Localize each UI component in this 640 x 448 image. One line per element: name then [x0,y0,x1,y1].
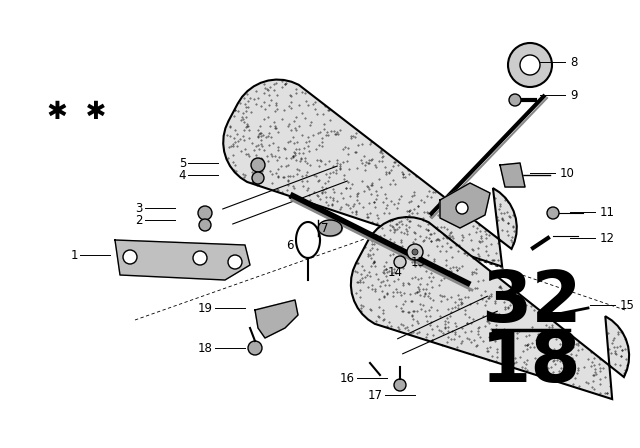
Circle shape [123,250,137,264]
Text: 17: 17 [368,388,383,401]
Text: ✱  ✱: ✱ ✱ [47,100,106,124]
Text: 3: 3 [136,202,143,215]
Circle shape [547,207,559,219]
Text: 18: 18 [198,341,213,354]
Polygon shape [115,240,250,280]
Text: 1: 1 [70,249,78,262]
Circle shape [199,219,211,231]
Text: 5: 5 [179,156,186,169]
Circle shape [248,341,262,355]
Text: 2: 2 [136,214,143,227]
Text: 13: 13 [411,255,426,268]
Circle shape [252,172,264,184]
Text: 6: 6 [286,238,294,251]
Text: 9: 9 [570,89,577,102]
Circle shape [394,379,406,391]
Circle shape [456,202,468,214]
Text: 15: 15 [620,298,635,311]
Circle shape [394,256,406,268]
PathPatch shape [223,80,516,267]
Circle shape [251,158,265,172]
Polygon shape [500,163,525,187]
Text: 8: 8 [570,56,577,69]
Text: 16: 16 [340,371,355,384]
Text: 14: 14 [387,266,403,279]
Circle shape [228,255,242,269]
Polygon shape [255,300,298,338]
Circle shape [509,94,521,106]
Text: 32: 32 [481,267,581,336]
Text: 11: 11 [600,206,615,219]
Circle shape [193,251,207,265]
Text: 18: 18 [481,327,581,396]
Circle shape [520,55,540,75]
Circle shape [407,244,423,260]
Text: 12: 12 [600,232,615,245]
Text: 7: 7 [321,221,329,234]
PathPatch shape [351,217,629,399]
Circle shape [508,43,552,87]
Circle shape [412,249,418,255]
Polygon shape [440,183,490,228]
Circle shape [198,206,212,220]
Text: 19: 19 [198,302,213,314]
Text: 4: 4 [179,168,186,181]
Text: 10: 10 [560,167,575,180]
